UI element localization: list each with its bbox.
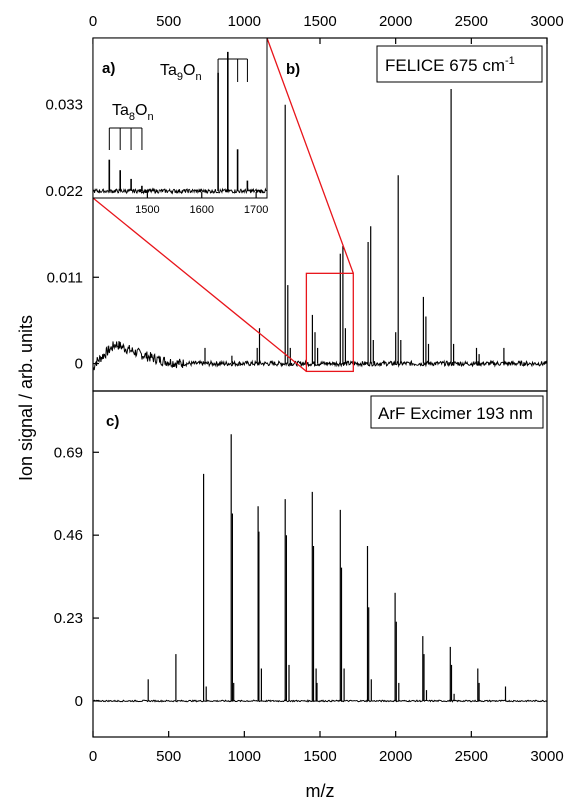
felice-ytick-label: 0: [75, 356, 83, 373]
ta8on-mid: O: [135, 102, 147, 119]
panel-b-label: b): [286, 61, 300, 78]
ta9on-sub1: 9: [177, 71, 183, 83]
ta9on-label: Ta9On: [160, 62, 202, 83]
ta8on-sub1: 8: [129, 111, 135, 123]
panel-a-label: a): [102, 60, 115, 77]
arf-xtick-label: 1000: [228, 748, 261, 765]
felice-ytick-label: 0.011: [47, 269, 83, 286]
arf-legend-box: [370, 395, 544, 429]
ta9on-sub2: n: [195, 71, 201, 83]
zoom-connector-upper: [266, 37, 354, 274]
felice-xtick-label: 2500: [455, 13, 488, 30]
arf-ytick-label: 0.46: [54, 527, 83, 544]
zoom-highlight-box: [305, 272, 354, 373]
felice-legend-box: [376, 45, 543, 83]
ta9on-base: Ta: [160, 62, 177, 79]
x-axis-title: m/z: [306, 781, 335, 801]
felice-top-x-axis: 0 500 1000 1500 2000 2500 3000: [89, 13, 564, 44]
felice-legend: FELICE 675 cm-1: [376, 45, 543, 83]
ta8on-sub2: n: [147, 111, 153, 123]
arf-spectrum-panel: 0 500 1000 1500 2000 2500 3000 0 0.23 0.46 0.69 c…: [54, 390, 564, 765]
arf-xtick-label: 3000: [530, 748, 563, 765]
ta8on-base: Ta: [112, 102, 129, 119]
arf-xtick-label: 2500: [455, 748, 488, 765]
inset-zoom-connector: [92, 37, 354, 373]
felice-xtick-label: 1500: [303, 13, 336, 30]
arf-xtick-label: 1500: [303, 748, 336, 765]
felice-spectrum-panel: 0 500 1000 1500 2000 2500 3000 0 0.011 0.022 0.03…: [45, 13, 564, 392]
y-axis-title: Ion signal / arb. units: [16, 315, 36, 481]
arf-y-axis: 0 0.23 0.46 0.69: [54, 444, 99, 710]
inset-x-axis: 1500 1600 1700: [135, 192, 268, 216]
felice-ytick-label: 0.022: [45, 183, 83, 200]
arf-baseline: [92, 699, 548, 703]
felice-xtick-label: 2000: [379, 13, 412, 30]
ta9on-mid: O: [183, 62, 195, 79]
arf-xtick-label: 2000: [379, 748, 412, 765]
arf-ytick-label: 0: [75, 693, 83, 710]
panel-c-label: c): [106, 413, 119, 430]
inset-xtick-label: 1500: [135, 204, 159, 216]
arf-ytick-label: 0.23: [54, 610, 83, 627]
inset-xtick-label: 1600: [190, 204, 214, 216]
arf-legend-text: ArF Excimer 193 nm: [378, 404, 533, 423]
felice-ytick-label: 0.033: [45, 97, 83, 114]
inset-frame: [92, 37, 268, 199]
felice-xtick-label: 3000: [530, 13, 563, 30]
felice-spectrum-trace: [92, 89, 548, 371]
felice-legend-text: FELICE 675 cm: [385, 56, 505, 75]
inset-zoom-panel: 1500 1600 1700 a) Ta8On Ta9On: [92, 37, 268, 216]
arf-xtick-label: 500: [156, 748, 181, 765]
arf-ytick-label: 0.69: [54, 444, 83, 461]
felice-y-axis: 0 0.011 0.022 0.033: [45, 97, 99, 373]
zoom-connector-lower: [92, 197, 307, 372]
arf-xtick-label: 0: [89, 748, 97, 765]
felice-xtick-label: 500: [156, 13, 181, 30]
inset-cluster-markers: [108, 58, 248, 150]
inset-xtick-label: 1700: [244, 204, 268, 216]
felice-baseline: [92, 340, 548, 371]
felice-legend-label: FELICE 675 cm-1: [385, 55, 515, 75]
arf-x-axis: 0 500 1000 1500 2000 2500 3000: [89, 731, 564, 765]
felice-legend-superscript: -1: [505, 55, 515, 67]
felice-xtick-label: 1000: [228, 13, 261, 30]
arf-spectrum-trace: [92, 434, 548, 703]
ta8on-label: Ta8On: [112, 102, 154, 123]
felice-xtick-label: 0: [89, 13, 97, 30]
arf-legend: ArF Excimer 193 nm: [370, 395, 544, 429]
